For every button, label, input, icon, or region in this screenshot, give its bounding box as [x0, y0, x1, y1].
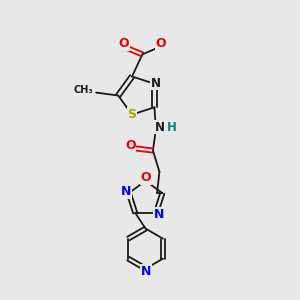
- Text: S: S: [128, 108, 136, 121]
- Text: CH₃: CH₃: [74, 85, 93, 95]
- Text: N: N: [155, 121, 165, 134]
- Text: O: O: [118, 37, 129, 50]
- Text: N: N: [140, 265, 151, 278]
- Text: N: N: [121, 185, 131, 198]
- Text: O: O: [141, 171, 152, 184]
- Text: O: O: [155, 37, 166, 50]
- Text: N: N: [154, 208, 164, 220]
- Text: H: H: [167, 121, 177, 134]
- Text: N: N: [151, 77, 161, 90]
- Text: O: O: [125, 139, 136, 152]
